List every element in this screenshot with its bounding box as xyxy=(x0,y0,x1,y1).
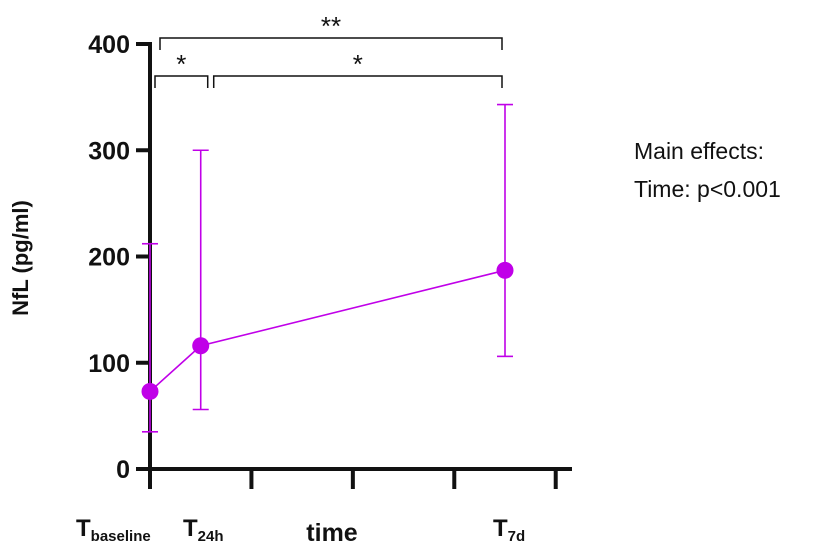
y-tick-label: 0 xyxy=(116,456,130,484)
y-tick-label: 200 xyxy=(88,244,130,272)
data-point xyxy=(192,337,210,355)
data-series xyxy=(141,103,514,433)
y-axis-title: NfL (pg/ml) xyxy=(8,200,33,316)
x-category-label: T24h xyxy=(183,515,224,545)
data-point xyxy=(141,382,159,400)
significance-brackets: * *** xyxy=(154,11,503,88)
significance-label: * xyxy=(176,49,186,79)
x-category-subscript: 24h xyxy=(198,528,224,545)
significance-bracket xyxy=(159,37,503,50)
x-axis-title: time xyxy=(306,519,358,546)
y-tick-label: 100 xyxy=(88,350,130,378)
y-tick-label: 300 xyxy=(88,137,130,165)
significance-label: ** xyxy=(321,11,341,41)
axes: 0 100 200 300 400 Tbaseline T24h T7d xyxy=(76,31,572,545)
series-line xyxy=(149,269,506,393)
x-category-subscript: 7d xyxy=(508,528,526,545)
time-p-value-label: Time: p<0.001 xyxy=(634,176,781,202)
data-point xyxy=(496,261,514,279)
x-category-label: Tbaseline xyxy=(76,515,151,545)
main-effects-label: Main effects: xyxy=(634,138,764,164)
x-category-label: T7d xyxy=(493,515,525,545)
y-tick-label: 400 xyxy=(88,31,130,59)
significance-label: * xyxy=(353,49,363,79)
significance-bracket xyxy=(212,75,503,88)
x-category-subscript: baseline xyxy=(91,528,151,545)
significance-bracket xyxy=(154,75,209,88)
